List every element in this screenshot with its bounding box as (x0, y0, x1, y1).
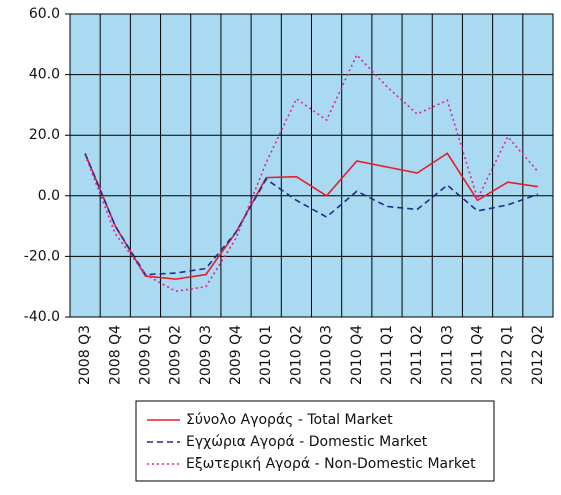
series-line (84, 152, 539, 280)
legend-label: Εξωτερική Αγορά - Non-Domestic Market (186, 456, 476, 472)
x-tick-label: 2010 Q3 (319, 325, 335, 385)
x-tick-label: 2011 Q4 (470, 325, 486, 385)
x-tick-label: 2011 Q3 (439, 325, 455, 385)
y-tick-label: 60.0 (29, 6, 60, 22)
plot-border (69, 13, 554, 318)
legend-label: Σύνολο Αγοράς - Total Market (186, 412, 393, 428)
y-tick-label: 0.0 (38, 188, 60, 204)
x-tick-label: 2012 Q1 (500, 325, 516, 385)
x-tick-label: 2010 Q1 (258, 325, 274, 385)
x-tick-label: 2011 Q2 (409, 325, 425, 385)
x-tick-label: 2009 Q3 (198, 325, 214, 385)
y-tick-label: 40.0 (29, 67, 60, 83)
x-tick-label: 2008 Q3 (77, 325, 93, 385)
x-tick-label: 2011 Q1 (379, 325, 395, 385)
x-tick-label: 2009 Q2 (168, 325, 184, 385)
x-tick-label: 2010 Q2 (288, 325, 304, 385)
x-tick-label: 2009 Q1 (137, 325, 153, 385)
x-tick-label: 2009 Q4 (228, 325, 244, 385)
x-tick-label: 2012 Q2 (530, 325, 546, 385)
y-tick-label: -40.0 (24, 309, 60, 325)
y-tick-label: 20.0 (29, 127, 60, 143)
x-tick-label: 2008 Q4 (107, 325, 123, 385)
series-line (84, 153, 539, 276)
legend-label: Εγχώρια Αγορά - Domestic Market (186, 434, 428, 450)
y-tick-label: -20.0 (24, 248, 60, 264)
legend-box (135, 400, 495, 482)
x-tick-label: 2010 Q4 (349, 325, 365, 385)
